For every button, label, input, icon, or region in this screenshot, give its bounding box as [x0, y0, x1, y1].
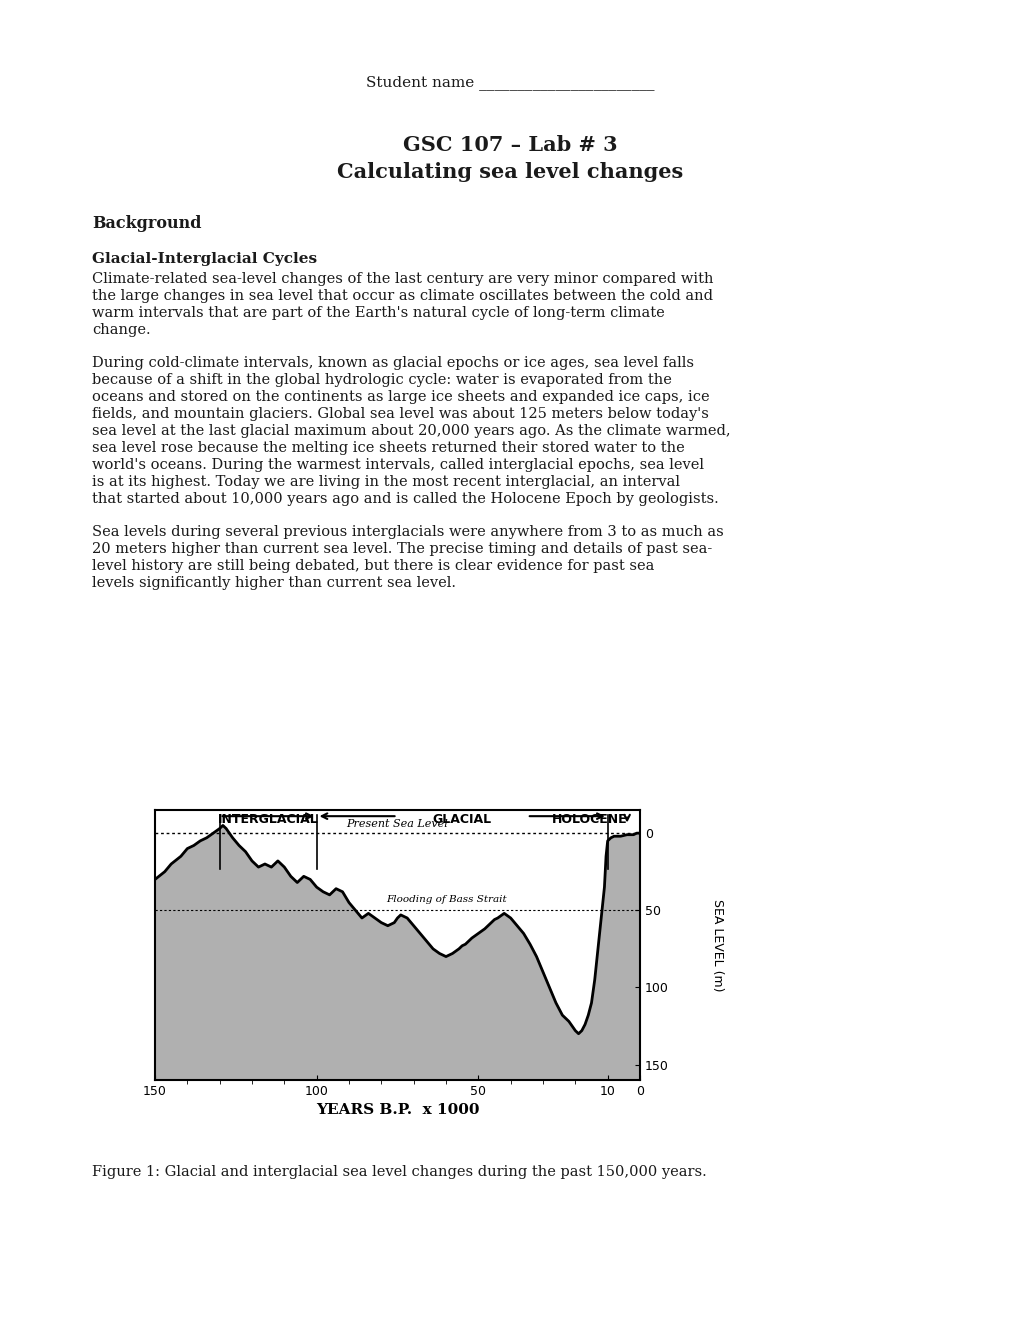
- Text: Sea levels during several previous interglacials were anywhere from 3 to as much: Sea levels during several previous inter…: [92, 525, 723, 539]
- Y-axis label: SEA LEVEL (m): SEA LEVEL (m): [710, 899, 723, 991]
- Text: Flooding of Bass Strait: Flooding of Bass Strait: [385, 895, 505, 904]
- Text: During cold-climate intervals, known as glacial epochs or ice ages, sea level fa: During cold-climate intervals, known as …: [92, 356, 693, 370]
- Text: world's oceans. During the warmest intervals, called interglacial epochs, sea le: world's oceans. During the warmest inter…: [92, 458, 703, 473]
- Text: Present Sea Level: Present Sea Level: [346, 818, 448, 829]
- Text: is at its highest. Today we are living in the most recent interglacial, an inter: is at its highest. Today we are living i…: [92, 475, 680, 488]
- Text: INTERGLACIAL: INTERGLACIAL: [218, 813, 318, 826]
- Text: Glacial-Interglacial Cycles: Glacial-Interglacial Cycles: [92, 252, 317, 267]
- Text: the large changes in sea level that occur as climate oscillates between the cold: the large changes in sea level that occu…: [92, 289, 712, 304]
- Text: GLACIAL: GLACIAL: [432, 813, 491, 826]
- Text: Background: Background: [92, 215, 202, 232]
- Text: Figure 1: Glacial and interglacial sea level changes during the past 150,000 yea: Figure 1: Glacial and interglacial sea l…: [92, 1166, 706, 1179]
- Text: 20 meters higher than current sea level. The precise timing and details of past : 20 meters higher than current sea level.…: [92, 543, 711, 556]
- Text: Calculating sea level changes: Calculating sea level changes: [336, 162, 683, 182]
- Text: that started about 10,000 years ago and is called the Holocene Epoch by geologis: that started about 10,000 years ago and …: [92, 492, 718, 506]
- Text: GSC 107 – Lab # 3: GSC 107 – Lab # 3: [403, 135, 616, 154]
- Text: warm intervals that are part of the Earth's natural cycle of long-term climate: warm intervals that are part of the Eart…: [92, 306, 664, 319]
- Text: levels significantly higher than current sea level.: levels significantly higher than current…: [92, 576, 455, 590]
- Text: Student name _______________________: Student name _______________________: [366, 75, 653, 90]
- Text: oceans and stored on the continents as large ice sheets and expanded ice caps, i: oceans and stored on the continents as l…: [92, 389, 709, 404]
- Text: HOLOCENE: HOLOCENE: [551, 813, 627, 826]
- Text: Climate-related sea-level changes of the last century are very minor compared wi: Climate-related sea-level changes of the…: [92, 272, 713, 286]
- Text: change.: change.: [92, 323, 151, 337]
- Text: level history are still being debated, but there is clear evidence for past sea: level history are still being debated, b…: [92, 558, 654, 573]
- X-axis label: YEARS B.P.  x 1000: YEARS B.P. x 1000: [316, 1104, 479, 1118]
- Text: sea level at the last glacial maximum about 20,000 years ago. As the climate war: sea level at the last glacial maximum ab…: [92, 424, 730, 438]
- Text: fields, and mountain glaciers. Global sea level was about 125 meters below today: fields, and mountain glaciers. Global se…: [92, 407, 708, 421]
- Text: sea level rose because the melting ice sheets returned their stored water to the: sea level rose because the melting ice s…: [92, 441, 684, 455]
- Text: because of a shift in the global hydrologic cycle: water is evaporated from the: because of a shift in the global hydrolo…: [92, 374, 672, 387]
